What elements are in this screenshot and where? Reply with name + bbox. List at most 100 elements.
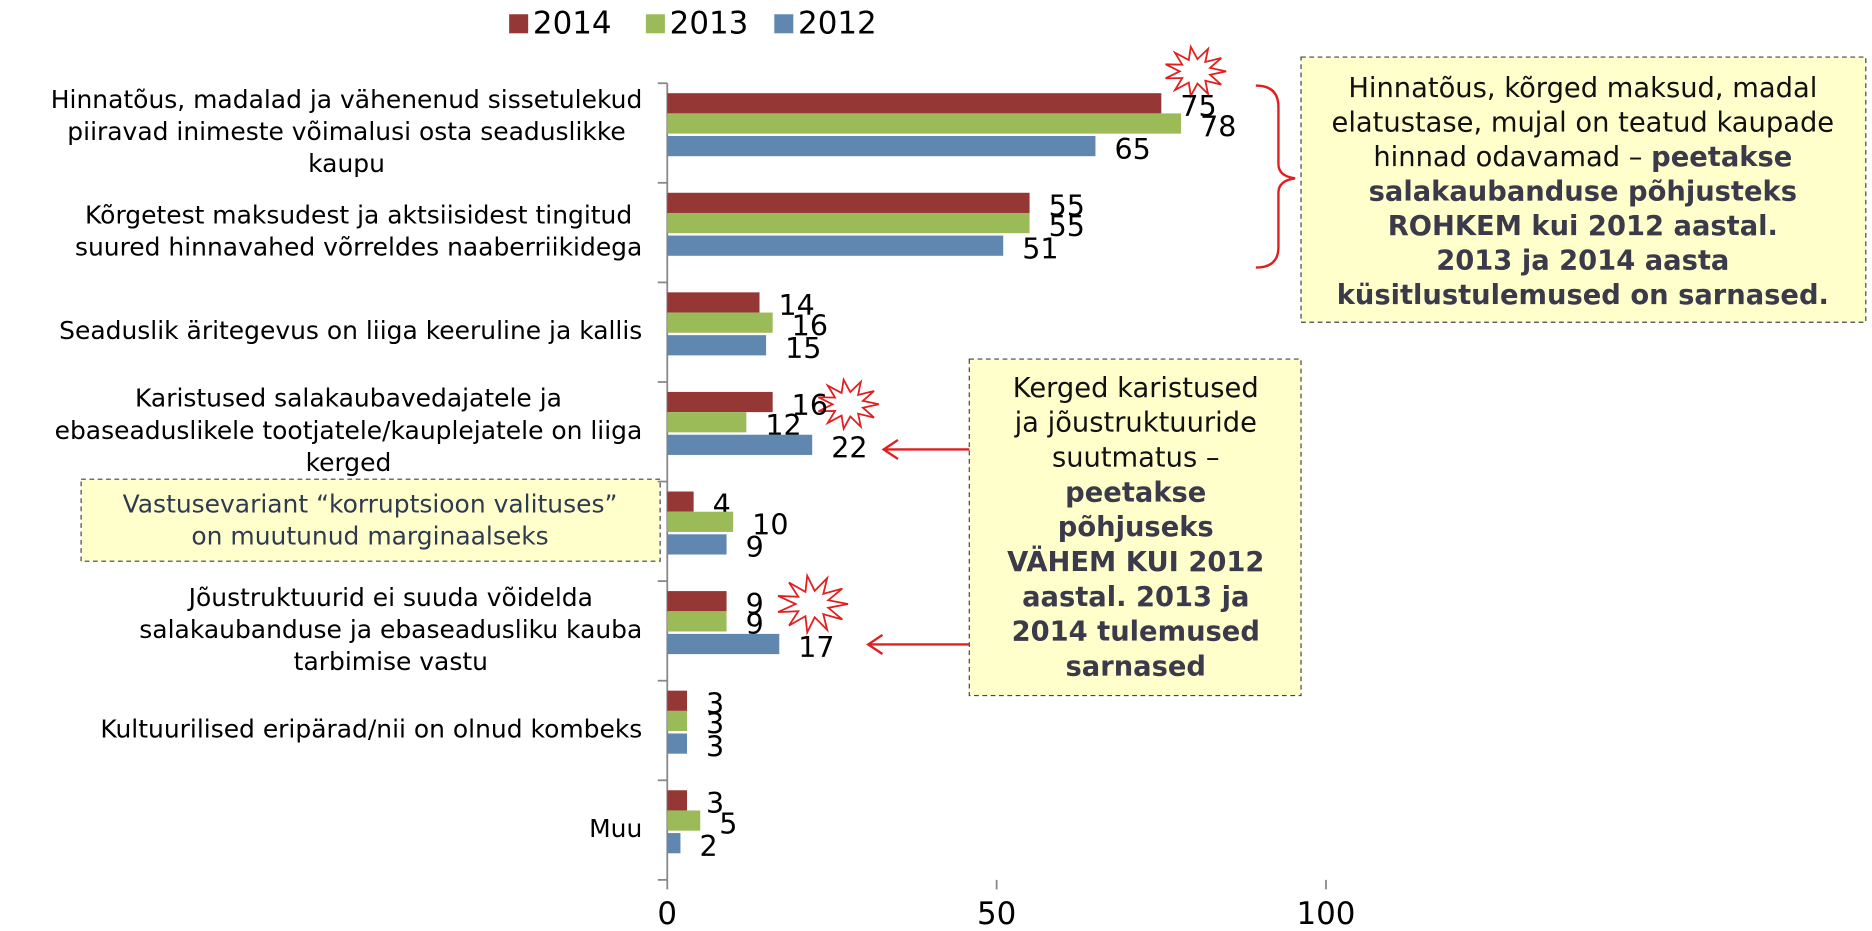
- category-label: kerged: [306, 448, 392, 477]
- value-label: 5: [719, 807, 737, 840]
- starburst: [818, 377, 880, 432]
- bar: [667, 292, 760, 313]
- annotation-text: küsitlustulemused on sarnased.: [1337, 280, 1829, 311]
- bar: [667, 391, 773, 413]
- annotation-text: elatustase, mujal on teatud kaupade: [1332, 107, 1835, 138]
- value-label: 55: [1049, 190, 1085, 223]
- annotation-line: 2014 tulemused: [1012, 616, 1260, 647]
- legend-label: 2012: [798, 5, 877, 41]
- value-label: 16: [792, 389, 828, 422]
- bar: [667, 335, 767, 356]
- value-label: 14: [779, 289, 815, 322]
- category-label: Kõrgetest maksudest ja aktsiisidest ting…: [85, 201, 632, 230]
- category-label: Jõustruktuurid ei suuda võidelda: [187, 583, 593, 612]
- annotation-line: Vastusevariant “korruptsioon valituses”: [123, 489, 618, 518]
- annotation-text: ja jõustruktuuride: [1014, 407, 1257, 438]
- bar: [667, 135, 1096, 157]
- bar: [667, 192, 1030, 213]
- value-label: 17: [798, 631, 834, 664]
- bar: [667, 611, 727, 632]
- value-label: 22: [831, 432, 867, 465]
- arrows: [866, 438, 970, 655]
- annotation-line: ja jõustruktuuride: [1014, 407, 1257, 438]
- value-label: 78: [1200, 110, 1236, 143]
- category-label: tarbimise vastu: [294, 647, 488, 676]
- annotation-text: 2013 ja 2014 aasta: [1436, 245, 1729, 276]
- bar: [667, 633, 780, 655]
- annotation-text: aastal. 2013 ja: [1022, 581, 1249, 612]
- category-label: Seaduslik äritegevus on liiga keeruline …: [59, 316, 642, 345]
- legend-swatch: [509, 14, 529, 34]
- starburst: [777, 572, 849, 636]
- category-label: ebaseaduslikele tootjatele/kauplejatele …: [55, 416, 643, 445]
- annotation-line: hinnad odavamad – peetakse: [1373, 142, 1792, 173]
- category-label: Karistused salakaubavedajatele ja: [135, 384, 562, 413]
- bar: [667, 810, 701, 831]
- bar: [667, 312, 773, 333]
- annotation-line: elatustase, mujal on teatud kaupade: [1332, 107, 1835, 138]
- value-label: 3: [706, 787, 724, 820]
- legend-swatch: [774, 14, 794, 34]
- annotation-text: VÄHEM KUI 2012: [1007, 545, 1264, 577]
- x-tick-label: 0: [657, 896, 677, 931]
- annotation-text: Hinnatõus, kõrged maksud, madal: [1348, 73, 1817, 104]
- legend-swatch: [645, 14, 665, 34]
- annotation-text: põhjuseks: [1058, 512, 1214, 543]
- annotation-line: 2013 ja 2014 aasta: [1436, 245, 1729, 276]
- annotation-line: Hinnatõus, kõrged maksud, madal: [1348, 73, 1817, 104]
- bar: [667, 690, 688, 711]
- annotation-text: ROHKEM kui 2012 aastal.: [1388, 211, 1778, 242]
- value-label: 2: [699, 830, 717, 863]
- bar: [667, 93, 1162, 114]
- arrow-head: [881, 438, 899, 460]
- bar: [667, 733, 688, 754]
- value-label: 3: [706, 730, 724, 763]
- value-label: 55: [1049, 210, 1085, 243]
- annotation-box: [1300, 56, 1867, 323]
- annotation-text: suutmatus –: [1052, 442, 1220, 473]
- annotation-line: küsitlustulemused on sarnased.: [1337, 280, 1829, 311]
- annotation-text: Kerged karistused: [1013, 372, 1259, 403]
- bar: [667, 591, 727, 612]
- category-label: salakaubanduse ja ebaseadusliku kauba: [139, 615, 642, 644]
- annotation-line: aastal. 2013 ja: [1022, 581, 1249, 612]
- category-label: suured hinnavahed võrreldes naaberriikid…: [75, 233, 642, 262]
- annotation-box: [968, 358, 1302, 697]
- x-tick-label: 50: [977, 896, 1016, 931]
- annotation-line: VÄHEM KUI 2012: [1007, 545, 1264, 577]
- bar: [667, 412, 747, 433]
- annotation-line: suutmatus –: [1052, 442, 1220, 473]
- value-label: 9: [746, 531, 764, 564]
- value-label: 15: [785, 332, 821, 365]
- annotation-text: peetakse: [1065, 477, 1206, 508]
- bar: [667, 212, 1030, 234]
- bracket: [1255, 84, 1296, 269]
- decorations: [80, 56, 1867, 697]
- annotation-line: peetakse: [1065, 477, 1206, 508]
- annotation-line: sarnased: [1066, 651, 1206, 682]
- arrow-head: [866, 633, 884, 655]
- category-label: Kultuurilised eripärad/nii on olnud komb…: [100, 715, 642, 744]
- annotation-box: [80, 478, 661, 562]
- annotation-line: salakaubanduse põhjusteks: [1369, 176, 1797, 207]
- annotation-text: salakaubanduse põhjusteks: [1369, 176, 1797, 207]
- value-label: 3: [706, 688, 724, 721]
- bar: [667, 235, 1004, 256]
- annotation-line: põhjuseks: [1058, 512, 1214, 543]
- annotation-line: on muutunud marginaalseks: [191, 521, 548, 550]
- annotation-text: hinnad odavamad –: [1373, 142, 1651, 173]
- bar: [667, 790, 688, 811]
- legend-label: 2013: [670, 5, 749, 41]
- annotation-text: on muutunud marginaalseks: [191, 521, 548, 550]
- bar: [667, 113, 1182, 134]
- bar: [667, 491, 694, 512]
- value-label: 16: [792, 309, 828, 342]
- bar: [667, 534, 727, 555]
- value-label: 3: [706, 708, 724, 741]
- value-label: 10: [752, 509, 788, 542]
- value-label: 51: [1022, 232, 1058, 265]
- category-label: kaupu: [308, 149, 385, 178]
- bar: [667, 833, 681, 854]
- legend-label: 2014: [533, 5, 612, 41]
